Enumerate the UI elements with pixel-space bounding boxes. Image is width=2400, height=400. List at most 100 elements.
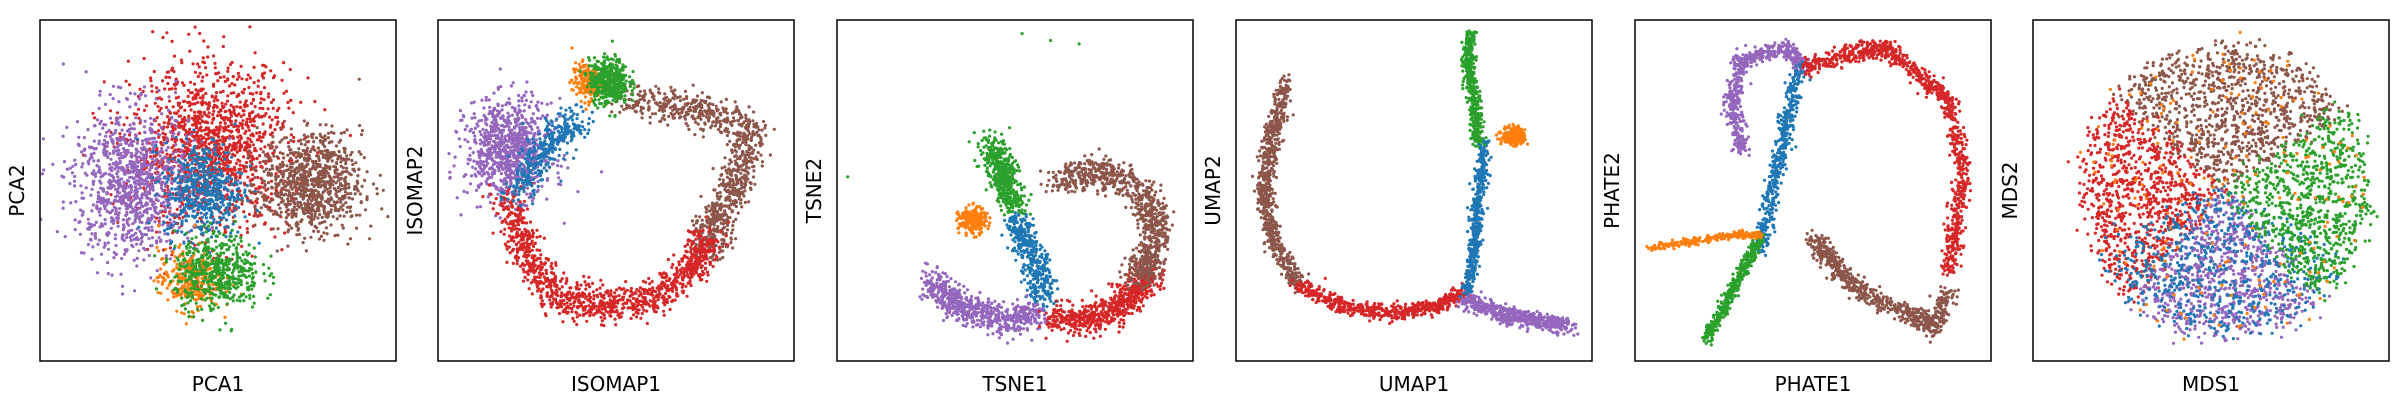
pca1-point [209,206,213,210]
pca1-point [317,158,321,162]
pca1-point [136,160,140,165]
pca1-point [150,217,154,221]
pca1-point [249,263,253,267]
pca1-point [106,191,110,195]
pca1-point [167,174,171,178]
pca1-point [243,141,247,145]
pca1-point [139,201,143,205]
pca1-point [200,129,204,133]
pca1-point [227,238,231,242]
pca1-point [358,213,362,217]
pca1-point [254,165,258,169]
pca1-point [239,181,243,185]
pca1-point [286,244,290,248]
pca1-point [201,75,205,79]
pca1-point [248,189,252,193]
pca1-point [337,154,341,159]
pca1-point [223,157,227,161]
pca1-point [335,162,339,166]
pca1-point [122,180,126,184]
pca1-point [179,138,183,142]
pca1-point [201,183,205,187]
pca1-point [184,134,189,138]
pca1-point [323,171,327,175]
pca1-point [158,209,163,213]
pca1-point [161,171,165,175]
pca1-point [264,159,268,163]
pca1-point [120,202,124,206]
pca1-point [204,147,208,151]
pca1-point [194,301,198,305]
pca1-point [73,158,77,162]
pca1-point [190,162,194,166]
pca1-point [202,224,206,228]
pca1-point [178,198,183,203]
pca1-point [196,172,200,177]
pca1-point [154,230,159,234]
pca1-point [155,241,159,245]
pca1-point [322,238,326,242]
isomap1-point [517,99,521,103]
pca1-point [279,210,283,214]
pca1-point [191,189,195,193]
pca1-point [214,91,219,95]
pca1-point [195,154,199,158]
pca1-point [210,155,214,159]
pca1-point [312,217,316,221]
pca1-point [89,225,93,229]
pca1-point [351,162,355,167]
pca1-point [184,322,188,326]
pca1-point [259,97,263,101]
pca1-point [291,209,295,213]
pca1-point [291,178,295,182]
pca1-point [251,173,255,177]
pca1-point [239,233,243,237]
pca1-point [136,171,140,175]
pca1-point [165,164,169,168]
pca1-point [62,160,67,164]
pca1-point [154,151,158,155]
pca1-point [212,218,216,222]
pca1-point [203,213,207,217]
pca1-point [236,230,240,234]
pca1-point [103,222,107,226]
pca1-point [120,236,124,240]
isomap1-point [496,161,500,165]
pca1-point [195,305,199,309]
pca1-point [255,131,259,135]
pca1-point [127,229,132,233]
pca1-point [220,147,224,151]
isomap1-point [545,197,549,201]
pca1-point [200,148,205,152]
pca1-point [321,142,325,146]
pca1-point [324,226,328,230]
isomap1-point [457,137,461,141]
pca1-point [144,172,149,176]
pca1-point [257,241,261,245]
isomap1-point [489,124,493,128]
pca1-point [261,122,265,126]
pca1-point [295,233,299,237]
pca1-point [288,202,292,206]
pca1-point [120,257,124,261]
pca1-point [325,187,329,191]
pca1-point [309,178,313,183]
pca1-point [102,80,106,84]
pca1-point [214,239,218,243]
pca1-point [141,172,145,176]
pca1-point [167,167,171,171]
pca1-point [167,75,172,79]
pca1-point [226,151,230,155]
pca1-point [128,131,132,135]
pca1-point [282,169,286,173]
pca1-point [194,215,198,219]
pca1-point [153,220,157,224]
pca1-point [289,127,293,131]
pca1-point [74,162,78,167]
pca1-point [188,80,193,84]
pca1-point [198,216,202,220]
pca1-point [187,137,191,141]
pca1-point [285,164,289,168]
pca1-point [198,157,202,161]
